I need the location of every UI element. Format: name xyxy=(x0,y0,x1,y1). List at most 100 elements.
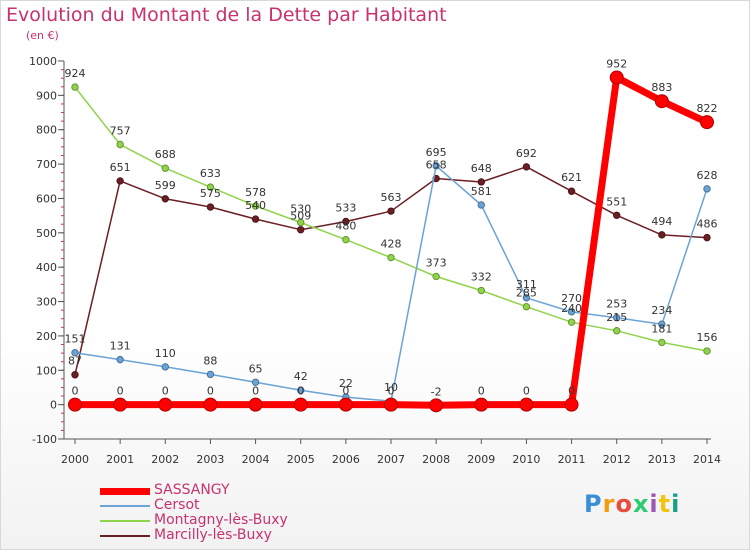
data-point xyxy=(116,355,124,364)
x-tick-label: 2014 xyxy=(693,453,721,466)
data-point xyxy=(567,308,576,316)
data-point xyxy=(297,226,305,234)
data-point xyxy=(116,140,124,149)
data-point xyxy=(703,347,711,355)
data-label: 509 xyxy=(290,210,311,223)
x-tick-label: 2003 xyxy=(196,453,224,466)
data-label: 480 xyxy=(335,220,356,233)
data-point xyxy=(429,398,444,413)
x-tick-label: 2007 xyxy=(377,453,405,466)
data-label: 0 xyxy=(342,385,349,398)
data-point xyxy=(609,70,624,85)
data-point xyxy=(206,203,215,211)
x-tick-label: 2008 xyxy=(422,453,450,466)
data-point xyxy=(432,162,440,170)
legend-swatch xyxy=(100,505,150,507)
data-label: 373 xyxy=(426,256,447,269)
y-tick-label: 1000 xyxy=(29,55,57,68)
data-label: 131 xyxy=(110,340,131,353)
data-label: 633 xyxy=(200,167,221,180)
legend-swatch xyxy=(100,487,150,495)
legend-label: Montagny-lès-Buxy xyxy=(154,512,288,528)
data-label: 692 xyxy=(516,147,537,160)
data-point xyxy=(387,253,395,262)
data-point xyxy=(658,320,666,328)
legend-label: Cersot xyxy=(154,497,200,513)
data-point xyxy=(387,207,395,215)
data-point xyxy=(703,233,711,242)
y-tick-label: 500 xyxy=(36,227,57,240)
data-point xyxy=(338,397,353,412)
data-label: 688 xyxy=(155,148,176,161)
data-point xyxy=(161,164,169,172)
data-label: 540 xyxy=(245,199,266,212)
legend: SASSANGY Cersot Montagny-lès-Buxy Marcilly-… xyxy=(100,482,380,544)
x-tick-label: 2009 xyxy=(467,453,495,466)
data-label: 651 xyxy=(110,161,131,174)
data-label: 0 xyxy=(117,385,124,398)
data-labels: 0 0 0 0 0 0 0 0 -2 0 0 0 952 883 822 151 131 110 88 65 42 22 1… xyxy=(65,57,718,398)
data-point xyxy=(116,177,124,185)
legend-item: Marcilly-lès-Buxy xyxy=(100,527,380,544)
y-tick-label: 700 xyxy=(36,158,57,171)
data-label: 575 xyxy=(200,187,221,200)
data-label: 311 xyxy=(516,278,537,291)
logo-letter: o xyxy=(615,490,633,518)
data-point xyxy=(203,397,218,412)
data-point xyxy=(567,187,576,195)
data-label: 658 xyxy=(426,159,447,172)
data-point xyxy=(658,231,666,239)
x-tick-label: 2000 xyxy=(61,453,89,466)
logo-letter: t xyxy=(658,490,672,518)
x-tick-label: 2001 xyxy=(106,453,134,466)
logo-letter: r xyxy=(602,490,616,518)
chart-title: Evolution du Montant de la Dette par Hab… xyxy=(6,4,447,26)
data-label: 0 xyxy=(297,385,304,398)
data-point xyxy=(342,217,350,226)
data-label: 87 xyxy=(68,355,82,368)
data-label: 599 xyxy=(155,179,176,192)
data-label: -2 xyxy=(431,385,442,398)
x-tick-label: 2004 xyxy=(242,453,270,466)
data-point xyxy=(158,397,173,412)
data-label: 428 xyxy=(381,238,402,251)
chart-subtitle: (en €) xyxy=(26,29,59,42)
data-label: 530 xyxy=(290,203,311,216)
data-label: 240 xyxy=(561,302,582,315)
data-label: 22 xyxy=(339,377,353,390)
data-label: 494 xyxy=(651,215,672,228)
data-point xyxy=(522,294,531,302)
x-tick-label: 2012 xyxy=(603,453,631,466)
y-tick-label: 800 xyxy=(36,124,57,137)
data-label: 628 xyxy=(697,169,718,182)
data-point xyxy=(206,183,215,191)
logo-letter: i xyxy=(671,490,681,518)
data-label: 757 xyxy=(110,125,131,138)
data-point xyxy=(519,397,534,412)
series-sassangy xyxy=(68,70,714,413)
data-label: 151 xyxy=(65,333,86,346)
legend-swatch xyxy=(100,535,150,537)
data-label: 924 xyxy=(65,67,86,80)
data-point xyxy=(71,349,79,357)
data-label: 695 xyxy=(426,146,447,159)
data-label: 253 xyxy=(606,298,627,311)
series-marcilly-les-buxy xyxy=(71,163,711,379)
y-tick-label: 100 xyxy=(36,364,57,377)
legend-item: Cersot xyxy=(100,497,380,514)
logo-letter: P xyxy=(584,490,603,518)
data-point xyxy=(206,370,215,379)
series-montagny-les-buxy xyxy=(71,83,711,355)
data-label: 822 xyxy=(697,102,718,115)
data-label: 0 xyxy=(162,385,169,398)
data-label: 0 xyxy=(568,385,575,398)
x-tick-label: 2011 xyxy=(558,453,586,466)
data-point xyxy=(477,286,485,295)
data-label: 42 xyxy=(294,370,308,383)
data-label: 581 xyxy=(471,185,492,198)
data-point xyxy=(251,215,260,223)
data-point xyxy=(71,371,79,379)
y-tick-label: 300 xyxy=(36,296,57,309)
data-label: 486 xyxy=(697,218,718,231)
legend-item: Montagny-lès-Buxy xyxy=(100,512,380,529)
